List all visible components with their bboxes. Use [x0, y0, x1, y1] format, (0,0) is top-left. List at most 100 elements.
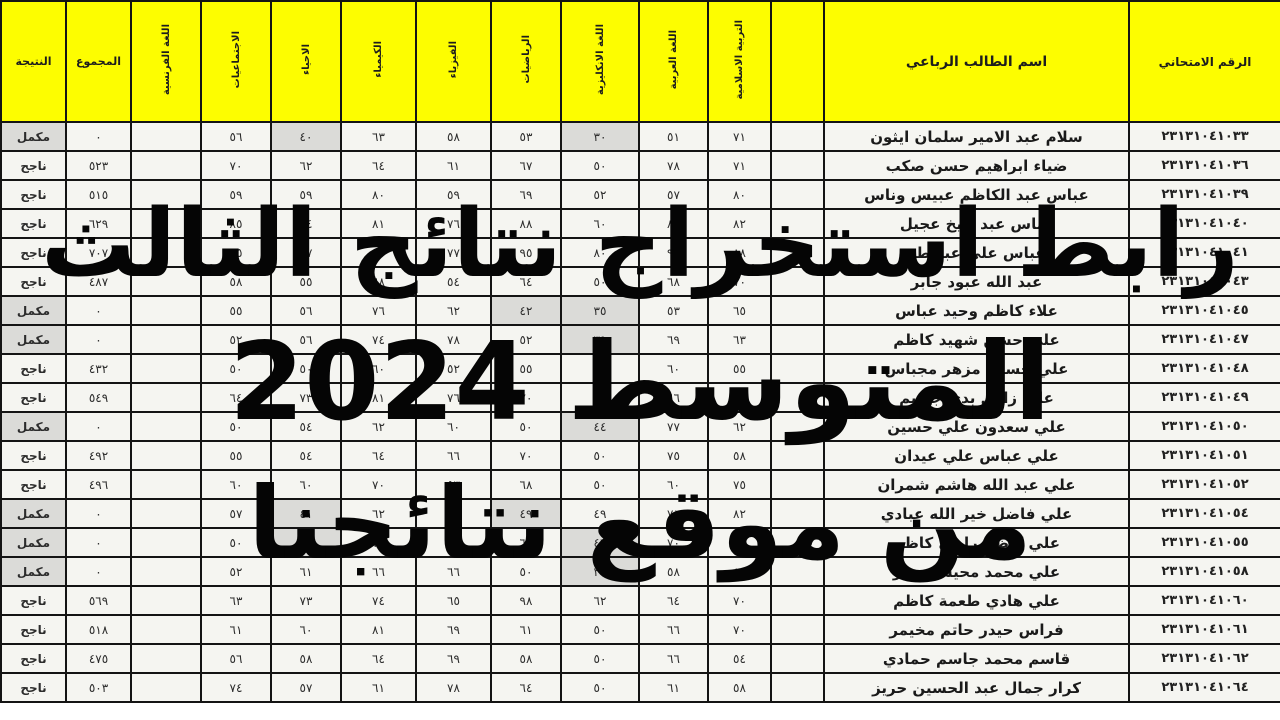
- exam-number-cell: ٢٣١٣١٠٤١٠٣٣: [1128, 121, 1280, 152]
- score-cell: ٥٠: [560, 469, 640, 500]
- score-cell: ٧٠: [340, 469, 417, 500]
- score-cell: ٣٩: [270, 527, 342, 558]
- score-cell: [130, 440, 202, 471]
- result-cell: ناجح: [0, 266, 67, 297]
- result-cell: مكمل: [0, 411, 67, 442]
- score-cell: ٧٠: [638, 527, 709, 558]
- total-cell: ٤٩٢: [65, 440, 132, 471]
- spare-cell: [770, 208, 825, 239]
- spare-cell: [770, 324, 825, 355]
- header-total: المجموع: [65, 0, 132, 123]
- header-subject-5: الفيزياء: [415, 0, 492, 123]
- total-cell: ٥٤٩: [65, 382, 132, 413]
- score-cell: ٦٥: [707, 295, 772, 326]
- score-cell: ٧١: [707, 121, 772, 152]
- score-cell: ٦٦: [638, 614, 709, 645]
- result-cell: ناجح: [0, 672, 67, 703]
- score-cell: ٥٠: [560, 614, 640, 645]
- header-student-name: اسم الطالب الرباعي: [823, 0, 1130, 123]
- score-cell: ٦٤: [340, 150, 417, 181]
- score-cell: ٧٥: [638, 440, 709, 471]
- spare-cell: [770, 295, 825, 326]
- score-cell: ٦٢: [560, 585, 640, 616]
- score-cell: ٧٠: [490, 382, 562, 413]
- table-row: مكمل ٠ ٥٢ ٦١ ٦٦ ٦٦ ٥٠ ٣٥ ٥٨ ٨١ علي محمد محيسن جبر ٢…: [0, 556, 1280, 587]
- score-cell: ٦٠: [270, 469, 342, 500]
- student-name-cell: علي حسن شهيد كاظم: [823, 324, 1130, 355]
- score-cell: ٦٨: [638, 266, 709, 297]
- spare-cell: [770, 643, 825, 674]
- score-cell: ٦١: [638, 672, 709, 703]
- spare-cell: [770, 440, 825, 471]
- score-cell: ٦١: [415, 150, 492, 181]
- score-cell: [130, 150, 202, 181]
- score-cell: ٣٩: [560, 324, 640, 355]
- table-row: ناجح ٤٩٢ ٥٥ ٥٤ ٦٤ ٦٦ ٧٠ ٥٠ ٧٥ ٥٨ علي عباس علي عيدا…: [0, 440, 1280, 471]
- result-cell: ناجح: [0, 353, 67, 384]
- score-cell: ٦٩: [415, 614, 492, 645]
- spare-cell: [770, 469, 825, 500]
- score-cell: ٣٥: [560, 295, 640, 326]
- header-subject-4: الكيمياء: [340, 0, 417, 123]
- score-cell: ٥٦: [270, 324, 342, 355]
- header-result: النتيجة: [0, 0, 67, 123]
- score-cell: ٥٦: [270, 295, 342, 326]
- table-row: ناجح ٦٢٩ ٨٥ ٧٤ ٨١ ٧٦ ٨٨ ٦٠ ٨٣ ٨٢ عباس عبد دايخ عجي…: [0, 208, 1280, 239]
- result-cell: مكمل: [0, 498, 67, 529]
- score-cell: ٨٢: [707, 498, 772, 529]
- score-cell: ٦١: [490, 614, 562, 645]
- score-cell: [130, 498, 202, 529]
- score-cell: ٦٦: [415, 556, 492, 587]
- score-cell: ٦٩: [490, 179, 562, 210]
- header-subject-3: الاحياء: [270, 0, 342, 123]
- score-cell: ٧٧: [415, 237, 492, 268]
- score-cell: ٦٢: [270, 150, 342, 181]
- score-cell: ٦٦: [340, 556, 417, 587]
- score-cell: ٧٠: [707, 585, 772, 616]
- table-row: ناجح ٤٧٥ ٥٦ ٥٨ ٦٤ ٦٩ ٥٨ ٥٠ ٦٦ ٥٤ قاسم محمد جاسم حم…: [0, 643, 1280, 674]
- score-cell: ٥٨: [490, 643, 562, 674]
- exam-number-cell: ٢٣١٣١٠٤١٠٥٢: [1128, 469, 1280, 500]
- spare-cell: [770, 527, 825, 558]
- score-cell: ٤٩: [490, 498, 562, 529]
- table-row: ناجح ٥٢٣ ٧٠ ٦٢ ٦٤ ٦١ ٦٧ ٥٠ ٧٨ ٧١ ضياء ابراهيم حسن …: [0, 150, 1280, 181]
- result-cell: ناجح: [0, 208, 67, 239]
- score-cell: ٧٥: [340, 527, 417, 558]
- score-cell: ٦٩: [707, 382, 772, 413]
- score-cell: ٩٨: [490, 585, 562, 616]
- score-cell: ٧٧: [707, 527, 772, 558]
- result-cell: ناجح: [0, 469, 67, 500]
- score-cell: ٨١: [340, 614, 417, 645]
- score-cell: ٦٠: [415, 411, 492, 442]
- score-cell: ٨١: [340, 208, 417, 239]
- result-cell: مكمل: [0, 121, 67, 152]
- table-row: مكمل ٠ ٥٠ ٥٤ ٦٢ ٦٠ ٥٠ ٤٤ ٧٧ ٦٢ علي سعدون علي حسين ٢…: [0, 411, 1280, 442]
- score-cell: ٥٦: [200, 643, 272, 674]
- total-cell: ٥٢٣: [65, 150, 132, 181]
- score-cell: ٥٨: [415, 121, 492, 152]
- score-cell: ٦٢: [415, 295, 492, 326]
- score-cell: ٨١: [340, 382, 417, 413]
- score-cell: [130, 179, 202, 210]
- score-cell: ٧٠: [707, 266, 772, 297]
- score-cell: ٦٤: [638, 585, 709, 616]
- score-cell: ٥٢: [415, 353, 492, 384]
- score-cell: ٥٧: [638, 179, 709, 210]
- score-cell: ٤٤: [560, 411, 640, 442]
- score-cell: ٨٠: [340, 179, 417, 210]
- exam-number-cell: ٢٣١٣١٠٤١٠٤٨: [1128, 353, 1280, 384]
- score-cell: ٣٥: [560, 556, 640, 587]
- score-cell: [130, 469, 202, 500]
- score-cell: ٥٠: [200, 527, 272, 558]
- score-cell: ٦٤: [340, 643, 417, 674]
- result-cell: ناجح: [0, 440, 67, 471]
- spare-cell: [770, 498, 825, 529]
- score-cell: ٨١: [707, 556, 772, 587]
- score-cell: ٥٠: [560, 382, 640, 413]
- total-cell: ٥١٨: [65, 614, 132, 645]
- table-row: مكمل ٠ ٥٠ ٣٩ ٧٥ ٥٤ ٦٣ ٤٢ ٧٠ ٧٧ علي كاظم راهي كاظم ٢…: [0, 527, 1280, 558]
- score-cell: ٥٨: [270, 643, 342, 674]
- score-cell: ٥٥: [490, 353, 562, 384]
- table-row: ناجح ٥٤٩ ٦٤ ٧٣ ٨١ ٧٦ ٧٠ ٥٠ ٦٦ ٦٩ علي زامل بدي جاسم…: [0, 382, 1280, 413]
- result-cell: مكمل: [0, 295, 67, 326]
